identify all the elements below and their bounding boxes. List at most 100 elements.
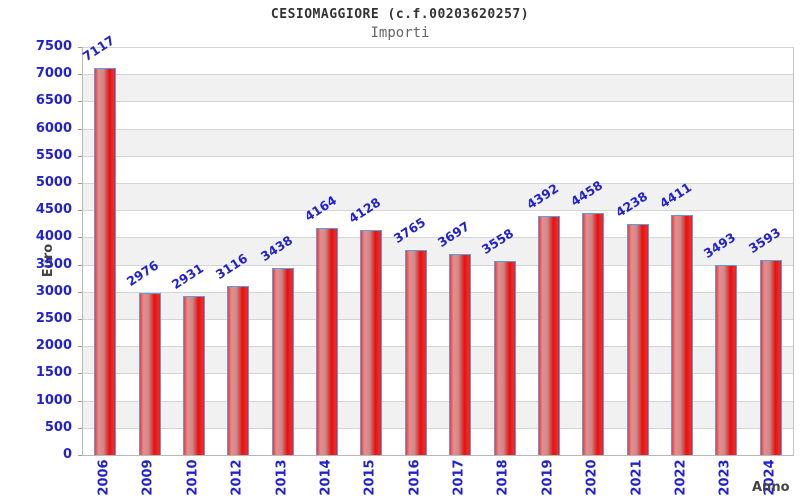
y-tick-label: 500 <box>44 419 72 435</box>
bar-value-label: 4128 <box>346 194 384 227</box>
bar-2023 <box>715 264 738 455</box>
grid-band <box>83 373 793 400</box>
x-tick-label: 2019 <box>540 458 556 496</box>
x-tick-cell: 2015 <box>348 456 392 498</box>
x-tick-label: 2012 <box>229 458 245 496</box>
bar-value-label: 3697 <box>434 218 473 250</box>
x-tick-label: 2015 <box>362 458 378 496</box>
y-tick-mark <box>78 210 82 212</box>
grid-band <box>83 74 793 102</box>
y-tick-label: 6000 <box>35 120 72 136</box>
bar-2022 <box>671 215 694 455</box>
x-tick-label: 2023 <box>717 458 733 496</box>
grid-band <box>83 319 793 346</box>
bar-value-label: 4164 <box>301 192 340 225</box>
bar-value-label: 3765 <box>390 214 428 247</box>
bar-slot: 4392 <box>524 47 571 455</box>
bar-2014 <box>316 228 339 455</box>
y-tick-label: 3500 <box>35 256 72 272</box>
x-tick-label: 2014 <box>318 458 334 496</box>
grid-band <box>83 128 793 156</box>
x-tick-cell: 2017 <box>437 456 481 498</box>
bar-2013 <box>271 267 294 455</box>
bar-slot: 4164 <box>301 47 349 455</box>
y-tick-label: 7000 <box>35 66 72 82</box>
bar-value-label: 4458 <box>567 176 606 209</box>
x-tick-label: 2009 <box>141 458 157 496</box>
bars-container: 7117 2976 2931 3116 3438 4164 4128 3765 3697 3558… <box>80 32 793 455</box>
bar-slot: 4128 <box>346 47 393 455</box>
bar-slot: 3558 <box>479 47 526 455</box>
bar-value-label: 3493 <box>701 229 739 261</box>
grid-band <box>83 427 793 455</box>
x-axis-title: Anno <box>752 480 790 495</box>
y-tick-mark <box>78 291 82 293</box>
y-tick-mark <box>78 101 82 103</box>
x-tick-cell: 2010 <box>171 456 215 498</box>
bar-slot: 3765 <box>390 47 438 455</box>
bar-2024 <box>759 259 782 455</box>
bar-value-label: 3438 <box>257 232 295 264</box>
grid-band <box>83 47 793 74</box>
x-tick-cell: 2012 <box>215 456 259 498</box>
y-tick-mark <box>78 400 82 402</box>
x-tick-label: 2016 <box>407 458 423 496</box>
x-tick-label: 2006 <box>96 458 112 496</box>
grid-band <box>83 264 793 292</box>
chart-title: CESIOMAGGIORE (c.f.00203620257) <box>270 7 530 22</box>
x-tick-cell: 2019 <box>526 456 570 498</box>
y-tick-label: 1500 <box>35 365 72 381</box>
grid-band <box>83 101 793 128</box>
bar-2009 <box>138 293 161 455</box>
bar-slot: 2931 <box>168 47 216 455</box>
y-tick-mark <box>78 237 82 239</box>
bar-2006 <box>94 67 117 455</box>
y-tick-mark <box>78 427 82 429</box>
y-tick-mark <box>78 74 82 76</box>
bar-slot: 4458 <box>567 47 615 455</box>
y-tick-mark <box>78 264 82 266</box>
bar-value-label: 2976 <box>124 257 162 290</box>
y-tick-label: 5500 <box>35 147 72 163</box>
bar-slot: 3493 <box>701 47 748 455</box>
y-tick-label: 0 <box>62 447 72 462</box>
chart-subtitle: Importi <box>370 25 430 41</box>
x-axis-ticks: 2006 2009 2010 2012 2013 2014 2015 2016 2017 2018… <box>82 456 792 498</box>
y-tick-mark <box>78 128 82 130</box>
y-tick-mark <box>78 373 82 375</box>
x-tick-label: 2020 <box>584 458 600 496</box>
bar-2012 <box>227 285 250 455</box>
y-tick-label: 3000 <box>35 283 72 299</box>
y-tick-label: 7500 <box>35 39 72 54</box>
x-tick-label: 2013 <box>274 458 290 496</box>
bar-slot: 4411 <box>656 47 704 455</box>
x-tick-label: 2018 <box>496 458 512 496</box>
y-tick-mark <box>78 346 82 348</box>
plot-area: 7117 2976 2931 3116 3438 4164 4128 3765 3697 3558… <box>80 32 794 456</box>
y-tick-label: 4500 <box>35 202 72 218</box>
y-tick-label: 2500 <box>35 311 72 326</box>
x-tick-cell: 2006 <box>82 456 126 498</box>
x-tick-cell: 2021 <box>615 456 659 498</box>
x-tick-label: 2017 <box>451 458 467 496</box>
bar-slot: 3593 <box>745 47 793 455</box>
bar-value-label: 2931 <box>168 260 206 292</box>
bar-2010 <box>182 295 205 455</box>
bar-value-label: 3558 <box>479 225 517 258</box>
x-tick-cell: 2022 <box>659 456 703 498</box>
bar-slot: 2976 <box>124 47 171 455</box>
x-tick-cell: 2009 <box>126 456 170 498</box>
bar-slot: 7117 <box>80 32 127 455</box>
bar-2015 <box>360 230 383 455</box>
bar-slot: 4238 <box>612 47 660 455</box>
bar-2021 <box>626 224 649 455</box>
bar-slot: 3438 <box>257 47 305 455</box>
y-tick-mark <box>78 319 82 320</box>
bar-value-label: 4238 <box>612 188 650 221</box>
y-tick-label: 1000 <box>35 392 72 408</box>
bar-value-label: 4411 <box>656 179 695 212</box>
x-tick-cell: 2014 <box>304 456 348 498</box>
x-tick-cell: 2013 <box>260 456 304 498</box>
y-tick-label: 6500 <box>35 93 72 109</box>
